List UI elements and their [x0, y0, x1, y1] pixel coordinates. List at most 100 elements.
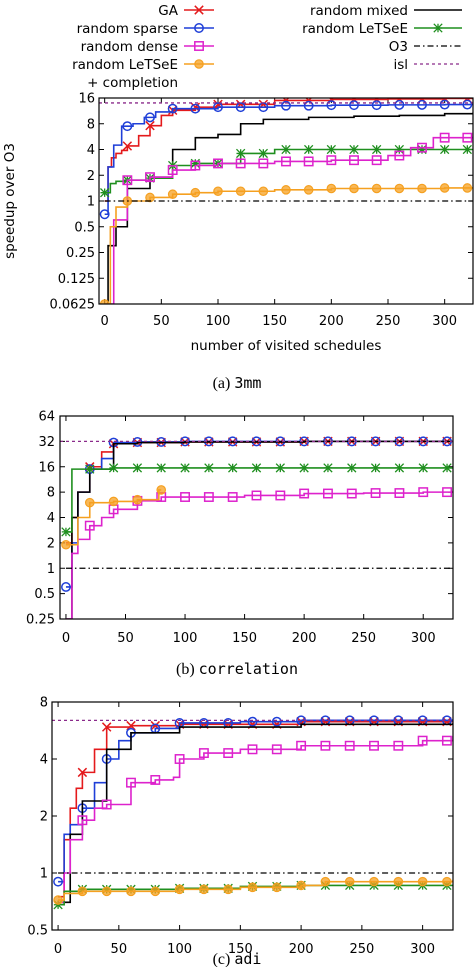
panel-3mm-series-random-sparse-marker-320 [462, 99, 473, 110]
panel-adi-ytick-label-4: 8 [40, 696, 48, 711]
panel-correlation-series-random-dense-marker-200 [299, 488, 310, 499]
panel-3mm-series-random-dense-marker-240 [371, 155, 382, 166]
panel-correlation-ytick-label-3: 2 [47, 536, 55, 551]
panel-correlation-series-random-letsee-marker-240 [347, 463, 357, 473]
panel-3mm-series-random-sparse-marker-160 [281, 100, 291, 111]
panel-3mm-series-random-dense-marker-280 [417, 142, 427, 153]
panel-correlation-xtick-label-200: 200 [292, 631, 317, 646]
panel-adi-ytick-label-2: 2 [40, 810, 48, 825]
legend-entry-ga: GA [158, 3, 214, 19]
panel-3mm-ytick-label-6: 4 [87, 143, 95, 158]
panel-correlation-xtick-label-150: 150 [232, 631, 257, 646]
panel-correlation-series-random-dense-marker-300 [418, 487, 429, 498]
panel-adi-xtick-label-50: 50 [111, 942, 128, 957]
panel-correlation-series-random-letsee-completion-marker-40 [108, 496, 119, 507]
panel-3mm-series-random-letsee-completion-marker-220 [349, 183, 359, 194]
panel-adi-series-random-sparse-line [58, 719, 453, 883]
panel-3mm-series-ga-marker-40 [145, 120, 155, 131]
panel-adi-xtick-label-150: 150 [228, 942, 253, 957]
panel-3mm-series-random-sparse-marker-20 [122, 121, 133, 132]
panel-correlation-series-random-letsee-marker-320 [442, 463, 452, 473]
panel-adi-series-random-letsee-completion-marker-240 [344, 876, 355, 887]
panel-3mm-series-random-letsee-completion-marker-320 [462, 183, 473, 193]
panel-correlation-ytick-label-7: 32 [38, 435, 55, 450]
panel-correlation-ytick-label-1: 0.5 [34, 587, 55, 602]
legend-entry-o3-label: O3 [389, 39, 408, 55]
panel-correlation-frame [59, 415, 454, 620]
panel-3mm-series-random-dense-marker-220 [349, 155, 359, 166]
legend-entry-random-sparse-label: random sparse [77, 21, 178, 37]
panel-3mm-series-random-dense-marker-160 [281, 156, 291, 167]
panel-3mm-series-random-letsee-marker-300 [440, 144, 450, 155]
panel-correlation-series-random-dense-marker-180 [275, 490, 286, 501]
panel-3mm-xtick-label-50: 50 [153, 314, 170, 329]
panel-3mm-series-random-sparse-marker-40 [145, 112, 155, 123]
panel-adi-series-random-dense-marker-180 [271, 744, 282, 755]
panel-3mm-frame [98, 97, 474, 305]
panel-3mm-plot-area [99, 98, 473, 304]
panel-correlation-series-random-dense-marker-120 [203, 492, 214, 502]
panel-correlation-series-random-letsee-marker-260 [370, 463, 381, 473]
panel-adi-series-random-letsee-completion-marker-280 [393, 876, 404, 887]
panel-3mm-series-random-letsee-completion-marker-40 [145, 192, 155, 203]
panel-3mm-series-random-sparse-marker-0 [99, 209, 110, 220]
panel-adi-series-random-letsee-completion-marker-220 [320, 876, 331, 887]
panel-adi-series-random-dense-marker-40 [101, 799, 112, 810]
legend-entry-isl: isl [393, 57, 462, 73]
legend-entry-random-dense-swatch-marker [194, 41, 204, 51]
panel-3mm-series-random-letsee-completion-marker-100 [213, 186, 223, 197]
panel-3mm-series-random-dense-marker-80 [190, 160, 201, 171]
panel-correlation-series-random-dense-marker-280 [394, 488, 405, 499]
panel-adi-series-ga-marker-20 [77, 767, 88, 778]
legend-entry-random-mixed: random mixed [310, 3, 462, 19]
panel-3mm-series-random-dense-marker-40 [145, 172, 155, 183]
panel-adi-series-random-dense-marker-240 [344, 740, 355, 751]
panel-adi-xtick-label-0: 0 [54, 942, 62, 957]
panel-3mm-series-random-letsee-completion-marker-240 [371, 183, 382, 194]
panel-3mm-y-axis-label: speedup over O3 [2, 143, 18, 259]
panel-3mm-series-random-dense-marker-260 [394, 150, 405, 161]
panel-adi-series-ga-marker-40 [101, 722, 112, 732]
panel-correlation-series-random-dense-marker-140 [227, 492, 238, 502]
legend-entry-random-sparse: random sparse [77, 21, 214, 37]
panel-adi-series-ga-marker-60 [126, 720, 136, 731]
panel-3mm-series-random-letsee-marker-320 [462, 144, 472, 155]
panel-correlation-series-random-letsee-marker-220 [323, 463, 333, 473]
panel-3mm-series-random-sparse-marker-80 [190, 103, 201, 114]
panel-adi-series-random-dense-marker-320 [441, 735, 452, 746]
panel-correlation-series-random-letsee-marker-80 [156, 463, 166, 473]
panel-adi-series-random-dense-line [58, 735, 453, 904]
panel-3mm-ytick-label-7: 8 [87, 117, 95, 132]
panel-3mm-series-random-sparse-marker-280 [417, 99, 427, 110]
panel-correlation-series-random-dense-marker-160 [251, 490, 262, 501]
legend-entry-random-mixed-label: random mixed [310, 3, 408, 19]
panel-adi-series-random-dense-marker-80 [150, 775, 161, 785]
panel-adi-series-random-letsee-completion-marker-20 [77, 886, 88, 897]
panel-3mm-series-random-letsee-marker-220 [349, 144, 359, 155]
panel-correlation-series-random-letsee-marker-160 [251, 463, 262, 473]
panel-correlation-series-random-dense-marker-20 [84, 520, 95, 531]
panel-correlation-xtick-label-250: 250 [351, 631, 376, 646]
panel-3mm-series-random-dense-marker-20 [122, 175, 133, 186]
panel-adi-series-random-letsee-completion-marker-80 [150, 886, 161, 897]
panel-adi-series-random-sparse-marker-0 [53, 876, 64, 887]
panel-3mm-series-ga-marker-80 [190, 102, 201, 112]
panel-adi-series-random-letsee-completion-marker-260 [369, 876, 379, 887]
panel-correlation-series-random-letsee-marker-200 [299, 463, 309, 473]
panel-adi-ytick-label-0: 0.5 [27, 924, 48, 939]
panel-3mm-ytick-label-2: 0.25 [66, 246, 95, 261]
panel-correlation-plot-area [60, 436, 453, 619]
panel-adi-plot-area [52, 715, 453, 910]
panel-correlation-series-random-letsee-completion-marker-20 [84, 497, 95, 508]
panel-correlation-series-random-letsee-marker-0 [61, 527, 71, 537]
panel-3mm-ytick-label-5: 2 [87, 169, 95, 184]
panel-correlation-ytick-label-0: 0.25 [26, 613, 55, 628]
panel-adi-series-random-letsee-completion-marker-120 [199, 884, 209, 895]
panel-correlation-series-random-dense-marker-320 [442, 487, 452, 498]
panel-3mm-series-ga-marker-20 [122, 141, 133, 151]
panel-correlation-ytick-label-5: 8 [47, 486, 55, 501]
panel-3mm-series-random-sparse-marker-60 [167, 103, 178, 114]
panel-3mm-xtick-label-150: 150 [262, 314, 287, 329]
legend-entry-o3: O3 [389, 39, 462, 55]
panel-adi-xtick-label-200: 200 [289, 942, 314, 957]
